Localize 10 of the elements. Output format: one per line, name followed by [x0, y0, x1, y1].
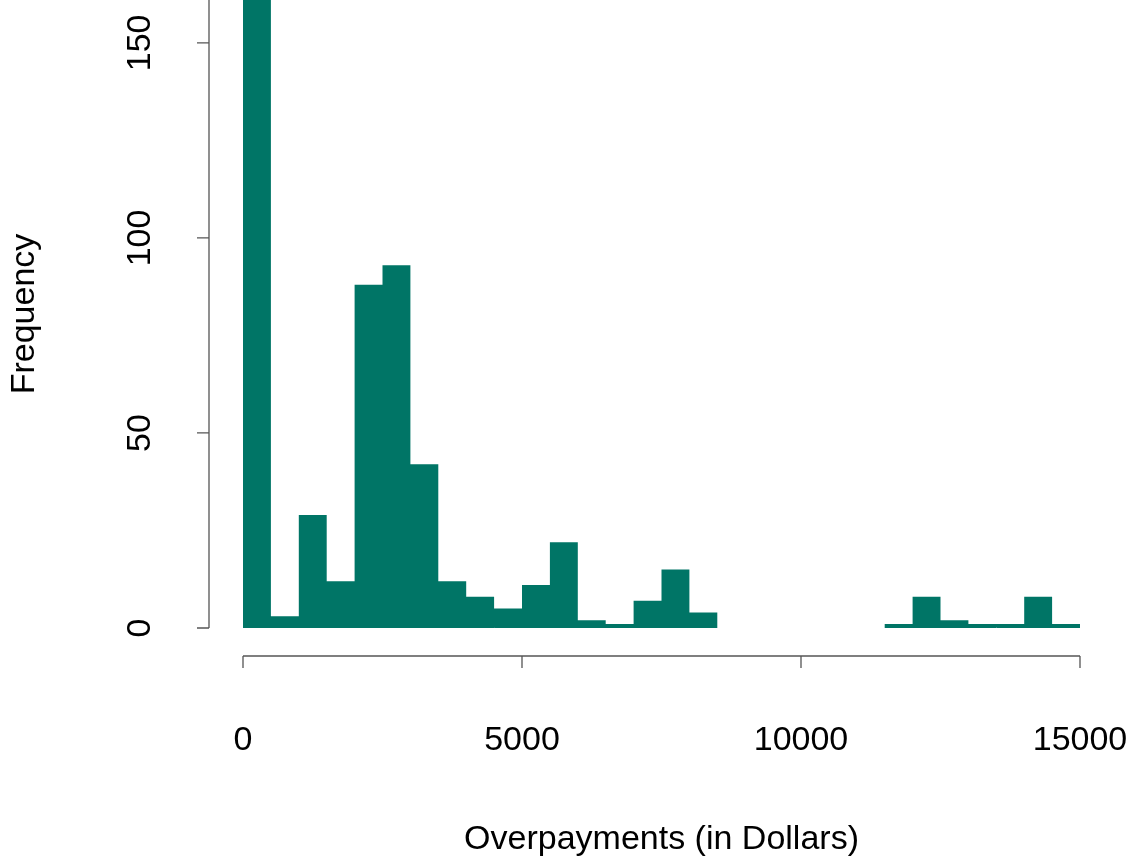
x-tick-label: 5000	[484, 718, 560, 757]
y-tick-label: 150	[119, 14, 158, 72]
y-tick-label: 50	[119, 414, 158, 452]
x-tick-label: 10000	[753, 718, 849, 757]
y-axis-title: Frequency	[2, 233, 41, 395]
x-axis-title: Overpayments (in Dollars)	[464, 817, 859, 856]
y-tick-label: 100	[119, 209, 158, 267]
y-tick-label: 0	[119, 618, 158, 638]
x-tick-label: 15000	[1032, 718, 1128, 757]
x-tick-label: 0	[233, 718, 253, 757]
